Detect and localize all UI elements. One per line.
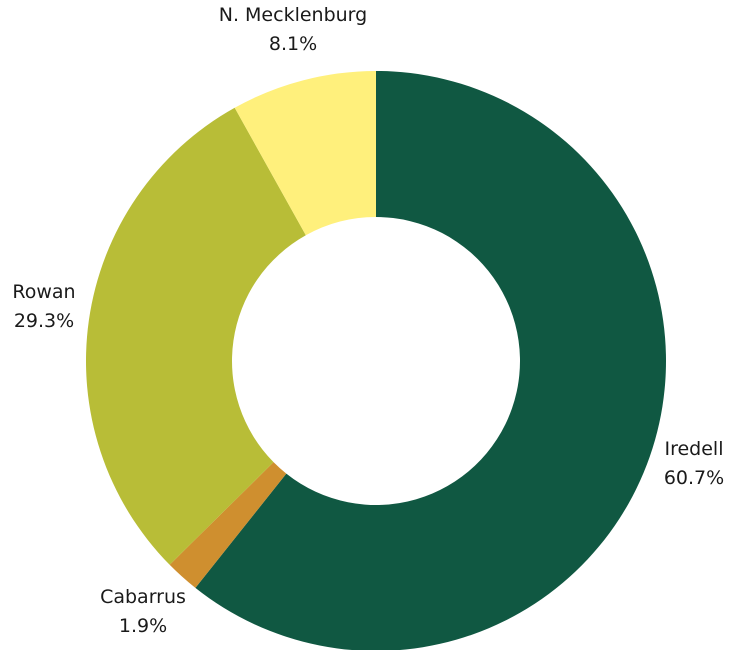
slice-value-n-mecklenburg: 8.1% bbox=[269, 33, 317, 55]
slice-value-iredell: 60.7% bbox=[664, 467, 724, 489]
slice-value-cabarrus: 1.9% bbox=[119, 615, 167, 637]
slice-label-n-mecklenburg: N. Mecklenburg bbox=[219, 4, 367, 26]
slices-group bbox=[85, 71, 666, 650]
slice-label-rowan: Rowan bbox=[12, 281, 75, 303]
labels-group: Iredell 60.7% Cabarrus 1.9% Rowan 29.3% N. Mec… bbox=[12, 4, 724, 637]
slice-iredell bbox=[195, 71, 666, 650]
slice-label-iredell: Iredell bbox=[665, 438, 724, 460]
slice-value-rowan: 29.3% bbox=[14, 310, 74, 332]
slice-rowan bbox=[85, 107, 306, 565]
slice-cabarrus bbox=[169, 462, 287, 588]
slice-label-cabarrus: Cabarrus bbox=[100, 586, 186, 608]
slice-n-mecklenburg bbox=[234, 71, 376, 236]
